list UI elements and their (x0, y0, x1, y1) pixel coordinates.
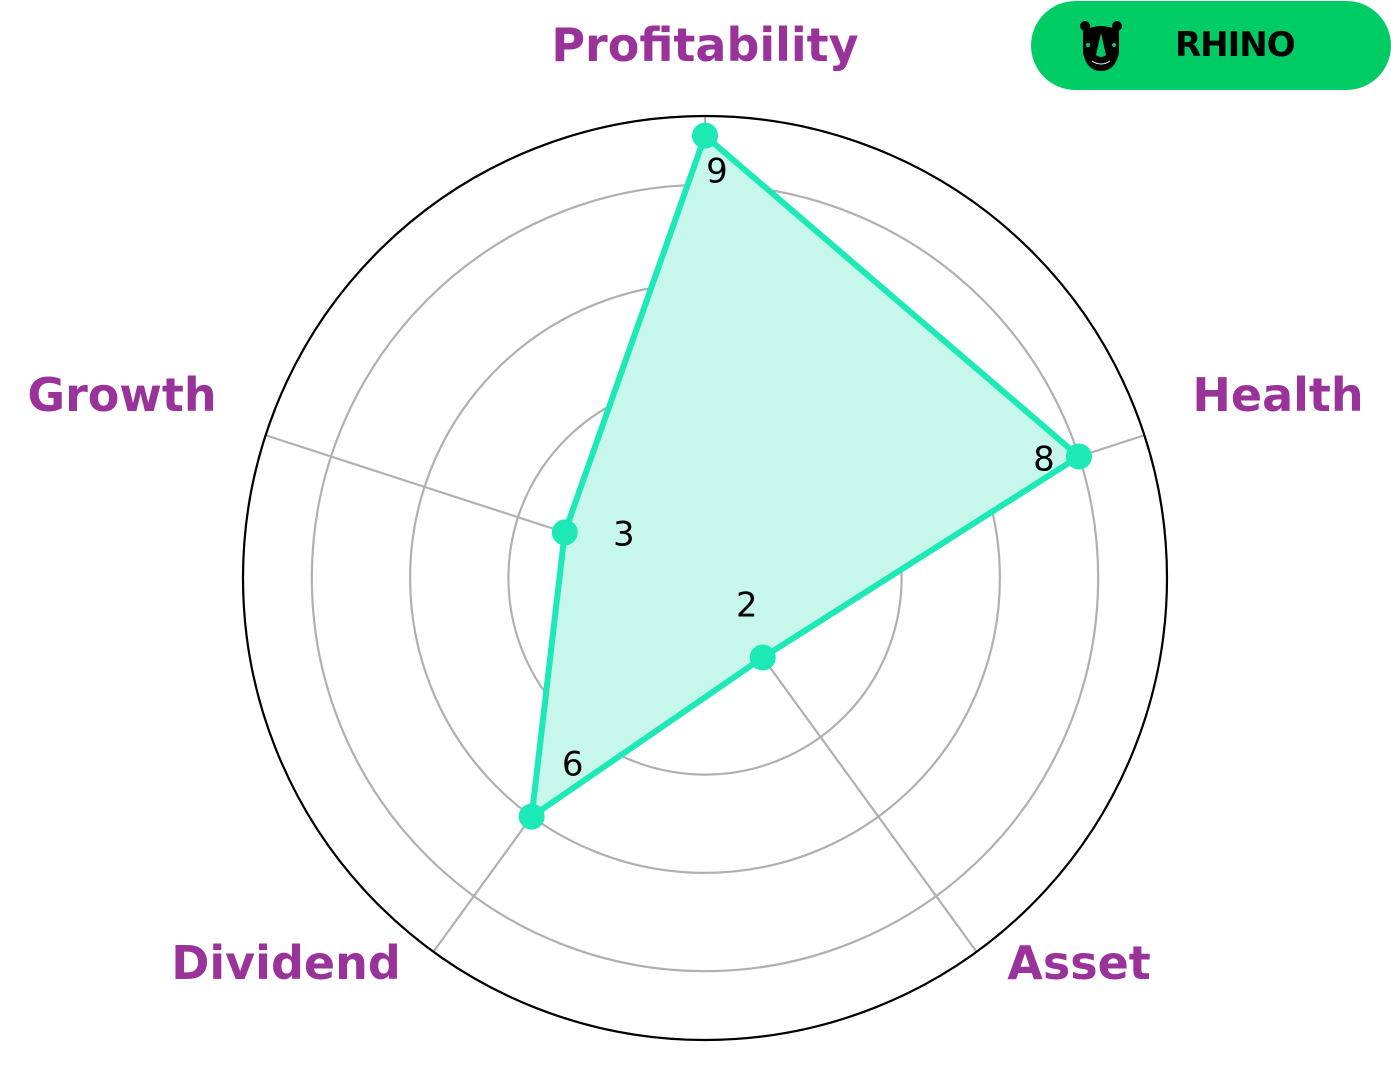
axis-label-health: Health (1192, 368, 1363, 422)
rhino-head-icon (1080, 21, 1122, 71)
series-area (531, 135, 1079, 817)
data-point-dividend (518, 803, 545, 830)
value-label: 6 (562, 745, 584, 785)
data-point-profitability (692, 122, 718, 149)
labels: 9 8 2 6 3 Profitability Health Asset Dividend Gro… (27, 18, 1363, 990)
data-point-growth (551, 519, 578, 546)
value-label: 2 (736, 586, 758, 626)
value-label: 8 (1033, 439, 1055, 479)
series-line (527, 130, 1084, 823)
axis-label-profitability: Profitability (551, 18, 858, 72)
axis-label-growth: Growth (27, 368, 216, 422)
outer-ring (241, 114, 1169, 1042)
logo-text: RHINO (1175, 25, 1296, 65)
rhino-logo-badge: RHINO (1031, 1, 1391, 90)
series (518, 122, 1092, 830)
axis-label-asset: Asset (1007, 936, 1151, 990)
axis-label-dividend: Dividend (171, 936, 401, 990)
data-point-asset (749, 644, 776, 671)
value-label: 3 (613, 514, 635, 554)
value-label: 9 (706, 152, 728, 192)
data-point-health (1065, 443, 1092, 470)
